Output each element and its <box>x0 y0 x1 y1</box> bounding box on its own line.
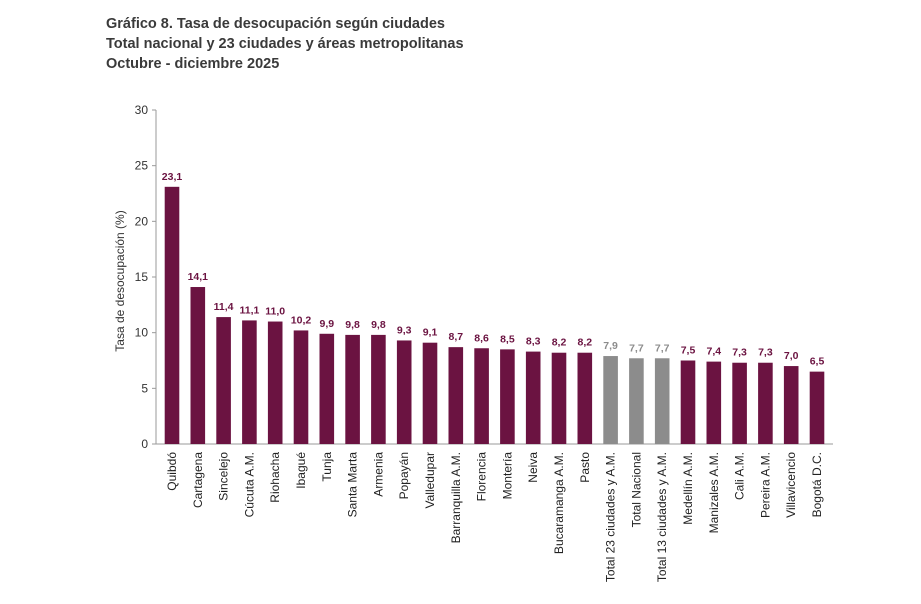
bar <box>758 362 773 444</box>
bar <box>809 371 825 444</box>
chart-axes: 0 5 10 15 20 25 30 Tasa de desocupación (%) <box>113 103 833 451</box>
data-label: 9,8 <box>371 319 386 331</box>
bar <box>629 358 644 444</box>
x-tick-label: Total 13 ciudades y A.M. <box>655 452 669 582</box>
data-label: 11,0 <box>265 306 285 318</box>
bar <box>551 352 567 444</box>
x-tick-label: Medellín A.M. <box>681 452 695 525</box>
bar <box>371 334 386 444</box>
x-tick-label: Santa Marta <box>346 452 360 518</box>
data-label: 7,9 <box>603 340 618 352</box>
bar <box>654 358 670 444</box>
x-tick-label: Cali A.M. <box>733 452 747 500</box>
bar <box>525 351 541 444</box>
data-label: 11,4 <box>214 301 234 313</box>
data-label: 7,4 <box>706 346 721 358</box>
y-tick-label: 0 <box>141 437 148 451</box>
x-tick-label: Bogotá D.C. <box>810 452 824 517</box>
data-label: 8,7 <box>448 331 463 343</box>
bar <box>706 361 722 444</box>
bar <box>577 352 593 444</box>
chart-title: Gráfico 8. Tasa de desocupación según ci… <box>106 16 445 32</box>
y-tick-label: 15 <box>135 270 149 284</box>
x-tick-label: Sincelejo <box>217 452 231 501</box>
y-tick-label: 20 <box>135 214 149 228</box>
data-label: 7,0 <box>784 350 799 362</box>
bar <box>242 320 257 444</box>
y-tick-label: 10 <box>135 326 149 340</box>
bar <box>164 186 180 444</box>
x-tick-label: Ibagué <box>294 452 308 489</box>
bar <box>216 317 231 444</box>
x-tick-label: Popayán <box>397 452 411 499</box>
data-label: 8,2 <box>577 337 592 349</box>
x-tick-label: Quibdó <box>165 452 179 491</box>
x-tick-label: Montería <box>500 452 514 500</box>
data-label: 9,3 <box>397 324 412 336</box>
data-label: 7,7 <box>655 342 670 354</box>
chart-subtitle: Total nacional y 23 ciudades y áreas met… <box>106 36 464 52</box>
data-label: 8,6 <box>474 332 489 344</box>
bar <box>293 330 309 444</box>
data-label: 7,3 <box>732 347 747 359</box>
bar <box>267 321 283 444</box>
x-tick-label: Pereira A.M. <box>758 452 772 518</box>
chart-labels: 23,1 Quibdó 14,1 Cartagena 11,4 Sincelejo 11,1… <box>162 171 825 582</box>
bar <box>396 340 412 444</box>
bar <box>422 342 438 444</box>
x-tick-label: Riohacha <box>268 452 282 503</box>
data-label: 14,1 <box>188 271 209 283</box>
x-tick-label: Tunja <box>320 452 334 482</box>
x-tick-label: Florencia <box>475 452 489 502</box>
data-label: 7,3 <box>758 347 773 359</box>
data-label: 9,9 <box>319 318 334 330</box>
data-label: 9,1 <box>423 327 438 339</box>
data-label: 7,5 <box>681 345 696 357</box>
bar <box>603 356 618 444</box>
y-tick-label: 5 <box>141 381 148 395</box>
x-tick-label: Armenia <box>371 452 385 497</box>
x-tick-label: Bucaramanga A.M. <box>552 452 566 554</box>
bar <box>732 362 747 444</box>
x-tick-label: Manizales A.M. <box>707 452 721 533</box>
x-tick-label: Total Nacional <box>629 452 643 527</box>
bar <box>319 333 335 444</box>
data-label: 7,7 <box>629 342 644 354</box>
bar <box>680 360 696 444</box>
chart-period: Octubre - diciembre 2025 <box>106 56 280 72</box>
data-label: 6,5 <box>810 356 825 368</box>
data-label: 8,5 <box>500 333 515 345</box>
data-label: 10,2 <box>291 314 312 326</box>
bar <box>448 347 464 444</box>
x-tick-label: Total 23 ciudades y A.M. <box>604 452 618 582</box>
y-axis-title: Tasa de desocupación (%) <box>113 210 127 351</box>
x-tick-label: Cartagena <box>191 452 205 508</box>
y-tick-label: 25 <box>135 159 149 173</box>
data-label: 11,1 <box>239 304 259 316</box>
bar <box>474 348 489 444</box>
x-tick-label: Neiva <box>526 452 540 483</box>
data-label: 9,8 <box>345 319 360 331</box>
data-label: 23,1 <box>162 171 183 183</box>
x-tick-label: Villavicencio <box>784 452 798 518</box>
data-label: 8,3 <box>526 336 541 348</box>
data-label: 8,2 <box>552 337 567 349</box>
chart-titles: Gráfico 8. Tasa de desocupación según ci… <box>106 14 464 74</box>
x-tick-label: Barranquilla A.M. <box>449 452 463 543</box>
bar <box>783 366 799 444</box>
x-tick-label: Valledupar <box>423 452 437 508</box>
bar <box>190 287 206 444</box>
bar <box>345 334 360 444</box>
x-tick-label: Pasto <box>578 452 592 483</box>
chart-bars <box>164 186 825 444</box>
x-tick-label: Cúcuta A.M. <box>242 452 256 517</box>
bar <box>500 349 515 444</box>
y-tick-label: 30 <box>135 103 149 117</box>
